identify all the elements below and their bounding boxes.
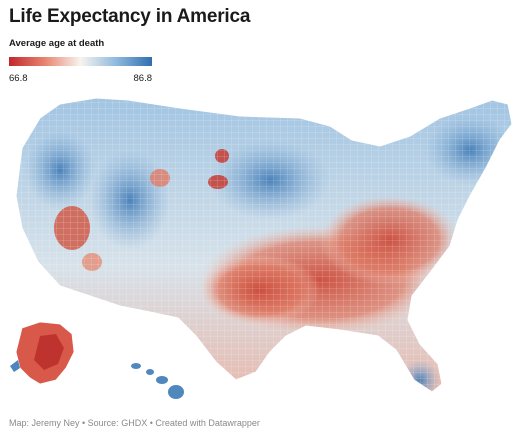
legend-gradient-bar bbox=[9, 57, 152, 66]
hawaii-region bbox=[131, 363, 184, 399]
page-title: Life Expectancy in America bbox=[9, 6, 251, 27]
contiguous-us bbox=[16, 98, 512, 392]
legend-title: Average age at death bbox=[9, 38, 105, 49]
footer-byline: Map: Jeremy Ney • Source: GHDX • Created… bbox=[9, 418, 260, 428]
alaska-region bbox=[10, 321, 75, 385]
legend-min-label: 66.8 bbox=[9, 73, 28, 84]
legend-max-label: 86.8 bbox=[133, 73, 153, 84]
color-legend: Average age at death 66.8 86.8 bbox=[9, 38, 154, 85]
